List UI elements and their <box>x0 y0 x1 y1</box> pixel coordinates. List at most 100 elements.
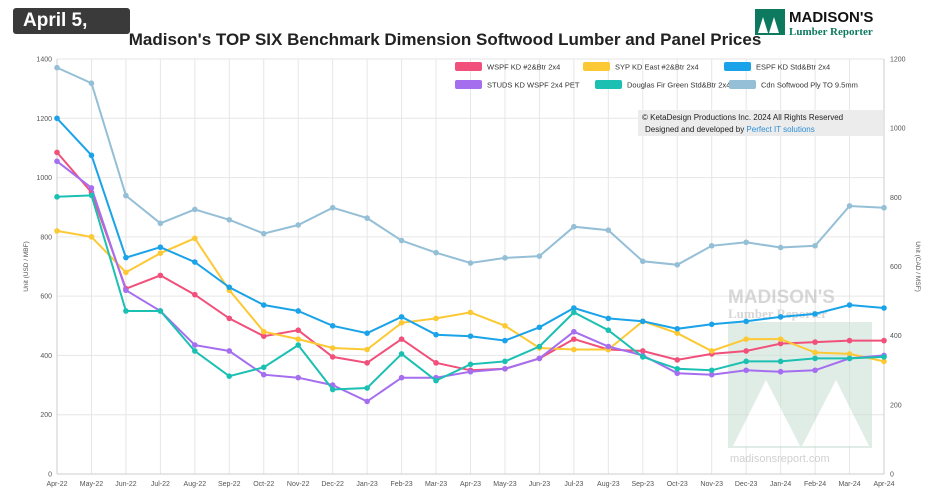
data-point[interactable] <box>433 360 439 366</box>
data-point[interactable] <box>846 355 853 362</box>
data-point[interactable] <box>812 349 818 356</box>
data-point[interactable] <box>743 239 749 246</box>
data-point[interactable] <box>192 342 198 348</box>
data-point[interactable] <box>329 386 336 393</box>
data-point[interactable] <box>364 346 370 353</box>
data-point[interactable] <box>708 371 715 378</box>
data-point[interactable] <box>467 260 474 266</box>
data-point[interactable] <box>846 302 853 308</box>
data-point[interactable] <box>674 261 681 268</box>
data-point[interactable] <box>536 324 543 331</box>
data-point[interactable] <box>502 255 508 261</box>
data-point[interactable] <box>571 305 577 311</box>
data-point[interactable] <box>295 336 302 342</box>
data-point[interactable] <box>88 192 95 199</box>
data-point[interactable] <box>605 315 612 322</box>
data-point[interactable] <box>708 242 715 249</box>
data-point[interactable] <box>571 223 577 230</box>
data-point[interactable] <box>295 327 302 334</box>
data-point[interactable] <box>467 368 474 375</box>
data-point[interactable] <box>364 330 370 336</box>
data-point[interactable] <box>536 253 543 259</box>
data-point[interactable] <box>881 204 887 211</box>
data-point[interactable] <box>88 152 95 159</box>
data-point[interactable] <box>433 331 439 338</box>
data-point[interactable] <box>674 370 681 377</box>
data-point[interactable] <box>123 287 129 294</box>
legend-item[interactable]: STUDS KD WSPF 2x4 PET <box>455 80 580 90</box>
data-point[interactable] <box>54 115 60 122</box>
data-point[interactable] <box>54 228 60 234</box>
data-point[interactable] <box>777 244 784 251</box>
data-point[interactable] <box>260 302 267 308</box>
data-point[interactable] <box>536 355 543 362</box>
data-point[interactable] <box>398 320 405 326</box>
data-point[interactable] <box>157 272 164 279</box>
data-point[interactable] <box>329 204 336 211</box>
data-point[interactable] <box>364 398 370 405</box>
data-point[interactable] <box>329 354 336 360</box>
data-point[interactable] <box>226 217 233 223</box>
data-point[interactable] <box>812 367 818 374</box>
data-point[interactable] <box>536 343 543 350</box>
data-point[interactable] <box>812 242 818 249</box>
data-point[interactable] <box>260 333 267 339</box>
data-point[interactable] <box>674 330 681 336</box>
data-point[interactable] <box>571 328 577 335</box>
data-point[interactable] <box>123 269 129 276</box>
data-point[interactable] <box>708 367 715 374</box>
data-point[interactable] <box>123 192 129 199</box>
data-point[interactable] <box>226 348 233 354</box>
data-point[interactable] <box>226 373 233 379</box>
data-point[interactable] <box>398 314 405 320</box>
data-point[interactable] <box>777 314 784 320</box>
data-point[interactable] <box>398 237 405 244</box>
legend-item[interactable]: WSPF KD #2&Btr 2x4 <box>455 62 560 72</box>
data-point[interactable] <box>881 354 887 360</box>
data-point[interactable] <box>226 284 233 291</box>
data-point[interactable] <box>571 346 577 353</box>
data-point[interactable] <box>881 358 887 365</box>
data-point[interactable] <box>192 235 198 242</box>
data-point[interactable] <box>467 333 474 339</box>
data-point[interactable] <box>329 322 336 329</box>
data-point[interactable] <box>846 337 853 344</box>
data-point[interactable] <box>502 322 508 329</box>
data-point[interactable] <box>433 377 439 384</box>
data-point[interactable] <box>743 348 749 354</box>
legend-item[interactable]: ESPF KD Std&Btr 2x4 <box>724 62 830 72</box>
data-point[interactable] <box>605 327 612 334</box>
data-point[interactable] <box>364 360 370 366</box>
data-point[interactable] <box>88 185 95 191</box>
data-point[interactable] <box>364 215 370 221</box>
data-point[interactable] <box>639 258 646 265</box>
legend-item[interactable]: Douglas Fir Green Std&Btr 2x4 <box>595 80 730 90</box>
data-point[interactable] <box>846 351 853 357</box>
data-point[interactable] <box>364 385 370 391</box>
data-point[interactable] <box>398 374 405 381</box>
data-point[interactable] <box>881 337 887 344</box>
data-point[interactable] <box>192 291 198 298</box>
legend-item[interactable]: SYP KD East #2&Btr 2x4 <box>583 62 699 72</box>
data-point[interactable] <box>157 244 164 251</box>
data-point[interactable] <box>812 355 818 362</box>
data-point[interactable] <box>674 357 681 363</box>
data-point[interactable] <box>260 364 267 371</box>
data-point[interactable] <box>192 259 198 265</box>
data-point[interactable] <box>88 234 95 240</box>
data-point[interactable] <box>605 227 612 233</box>
data-point[interactable] <box>295 342 302 348</box>
data-point[interactable] <box>433 249 439 256</box>
data-point[interactable] <box>502 337 508 344</box>
data-point[interactable] <box>157 250 164 256</box>
data-point[interactable] <box>639 318 646 325</box>
data-point[interactable] <box>743 318 749 325</box>
data-point[interactable] <box>54 149 60 156</box>
data-point[interactable] <box>812 311 818 317</box>
data-point[interactable] <box>743 336 749 342</box>
data-point[interactable] <box>743 358 749 365</box>
data-point[interactable] <box>846 203 853 209</box>
data-point[interactable] <box>295 222 302 228</box>
data-point[interactable] <box>777 336 784 342</box>
data-point[interactable] <box>639 354 646 360</box>
